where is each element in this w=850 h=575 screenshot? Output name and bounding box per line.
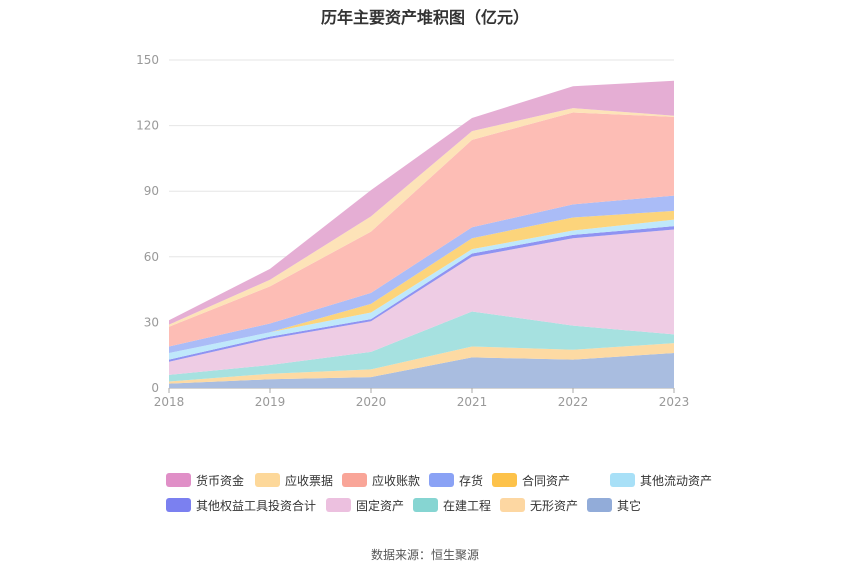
legend-swatch [342,473,367,487]
legend-swatch [587,498,612,512]
area-series[interactable] [169,80,674,325]
data-source-note: 数据来源：恒生聚源 [370,548,479,562]
area-series[interactable] [169,108,674,327]
area-series[interactable] [169,226,674,362]
legend-label: 在建工程 [443,498,492,513]
y-tick-label: 60 [144,250,159,264]
legend-label: 其他流动资产 [640,473,713,488]
legend-label: 应收账款 [372,473,421,488]
legend-swatch [255,473,280,487]
legend-swatch [429,473,454,487]
x-tick-label: 2018 [154,395,185,409]
legend-item[interactable]: 货币资金 [166,472,244,488]
x-tick-label: 2021 [457,395,488,409]
legend-item[interactable]: 应收票据 [255,472,333,488]
legend-swatch [326,498,351,512]
x-tick-label: 2019 [255,395,286,409]
area-series[interactable] [169,219,674,360]
area-series[interactable] [169,112,674,347]
axes: 0 30 60 90 120 150 2018 2019 2020 2021 2022 2023 [136,53,689,409]
legend-label: 其他权益工具投资合计 [196,498,317,513]
y-tick-label: 150 [136,53,159,67]
legend-swatch [413,498,438,512]
area-series[interactable] [169,195,674,354]
area-series[interactable] [169,353,674,388]
legend-label: 其它 [617,498,642,513]
x-tick-label: 2023 [659,395,690,409]
legend-item[interactable]: 在建工程 [413,497,491,513]
legend-label: 应收票据 [285,473,334,488]
legend-item[interactable]: 无形资产 [500,497,578,513]
area-series[interactable] [169,343,674,384]
legend-item[interactable]: 固定资产 [326,497,404,513]
legend-item[interactable]: 其他权益工具投资合计 [166,497,316,513]
legend-item[interactable]: 其它 [587,497,641,513]
x-tick-label: 2020 [356,395,387,409]
legend-swatch [166,498,191,512]
legend-label: 合同资产 [522,473,571,488]
chart-title: 历年主要资产堆积图（亿元） [320,8,529,27]
legend-item[interactable]: 其他流动资产 [610,472,712,488]
legend-swatch [492,473,517,487]
legend-item[interactable]: 存货 [429,472,483,488]
legend-swatch [166,473,191,487]
area-series [169,80,674,388]
legend-item[interactable]: 应收账款 [342,472,420,488]
legend-label: 固定资产 [356,498,405,513]
area-series[interactable] [169,229,674,375]
legend-item[interactable]: 合同资产 [492,472,570,488]
legend-label: 存货 [459,473,484,488]
legend-label: 无形资产 [530,498,579,513]
legend-swatch [610,473,635,487]
legend-swatch [500,498,525,512]
area-series[interactable] [169,311,674,382]
y-tick-label: 30 [144,315,159,329]
legend-label: 货币资金 [196,473,245,488]
x-tick-label: 2022 [558,395,589,409]
y-tick-label: 0 [151,381,159,395]
y-tick-label: 120 [136,119,159,133]
y-tick-label: 90 [144,184,159,198]
